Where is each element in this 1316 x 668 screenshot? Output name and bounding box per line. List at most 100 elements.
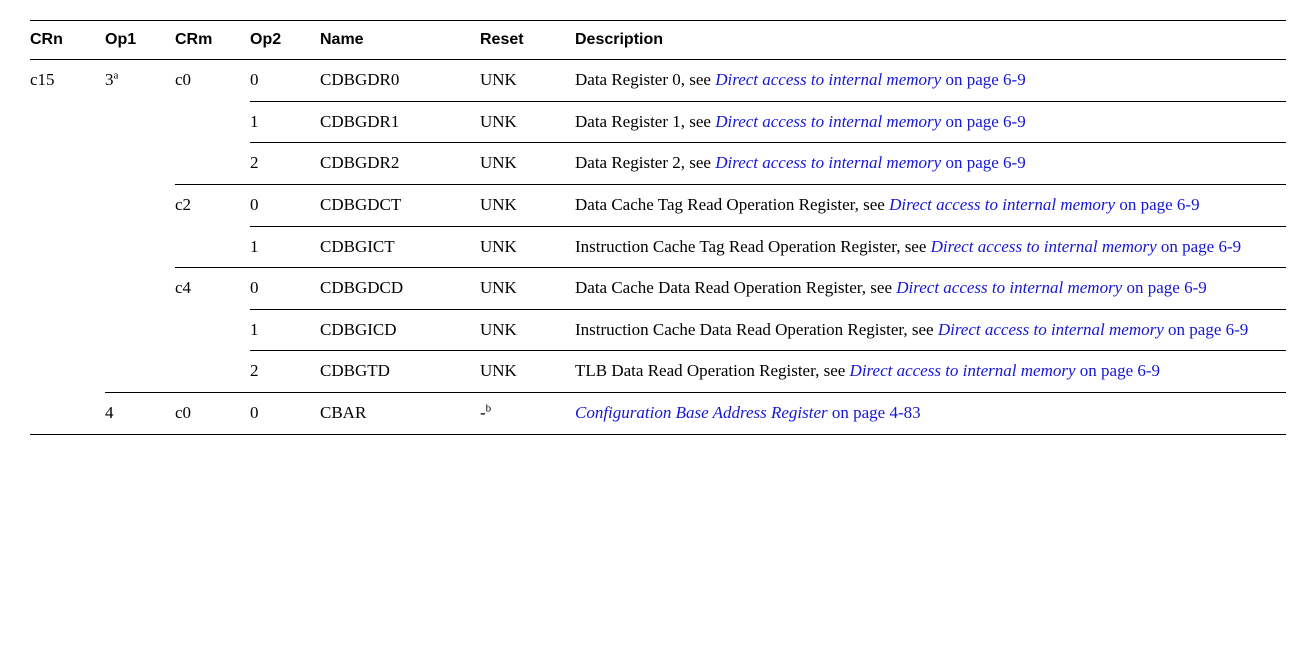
xref-link[interactable]: Direct access to internal memory (715, 112, 941, 131)
table-row: c20CDBGDCTUNKData Cache Tag Read Operati… (30, 184, 1286, 226)
col-header-reset: Reset (480, 21, 575, 60)
cell-crn (30, 351, 105, 393)
cell-reset: UNK (480, 101, 575, 143)
cell-description: Instruction Cache Tag Read Operation Reg… (575, 226, 1286, 268)
cell-name: CDBGDCD (320, 268, 480, 310)
cell-reset: UNK (480, 60, 575, 102)
cell-op2: 1 (250, 226, 320, 268)
xref-link[interactable]: Direct access to internal memory (889, 195, 1115, 214)
col-header-desc: Description (575, 21, 1286, 60)
xref-link[interactable]: Direct access to internal memory (931, 237, 1157, 256)
cell-crn (30, 268, 105, 310)
xref-link[interactable]: Direct access to internal memory (715, 153, 941, 172)
cell-crm: c0 (175, 60, 250, 102)
cell-crn (30, 143, 105, 185)
cell-crm: c0 (175, 393, 250, 435)
cell-name: CDBGDCT (320, 184, 480, 226)
xref-link[interactable]: Direct access to internal memory (896, 278, 1122, 297)
table-row: 2CDBGTDUNKTLB Data Read Operation Regist… (30, 351, 1286, 393)
cell-name: CDBGTD (320, 351, 480, 393)
cell-crn (30, 184, 105, 226)
page-reference: on page 6-9 (941, 153, 1026, 172)
cell-op1 (105, 226, 175, 268)
xref-link[interactable]: Direct access to internal memory (850, 361, 1076, 380)
table-row: 1CDBGICTUNKInstruction Cache Tag Read Op… (30, 226, 1286, 268)
cell-reset: UNK (480, 309, 575, 351)
cell-name: CDBGICT (320, 226, 480, 268)
page-reference: on page 6-9 (1164, 320, 1249, 339)
table-row: 4c00CBAR-bConfiguration Base Address Reg… (30, 393, 1286, 435)
cell-description: TLB Data Read Operation Register, see Di… (575, 351, 1286, 393)
cell-crm: c2 (175, 184, 250, 226)
col-header-crn: CRn (30, 21, 105, 60)
table-row: c153ac00CDBGDR0UNKData Register 0, see D… (30, 60, 1286, 102)
cell-description: Configuration Base Address Register on p… (575, 393, 1286, 435)
footnote-marker: a (114, 69, 119, 81)
cell-crm (175, 226, 250, 268)
cell-description: Data Cache Data Read Operation Register,… (575, 268, 1286, 310)
cell-crm (175, 143, 250, 185)
table-row: 1CDBGICDUNKInstruction Cache Data Read O… (30, 309, 1286, 351)
table-header-row: CRn Op1 CRm Op2 Name Reset Description (30, 21, 1286, 60)
cell-op1 (105, 309, 175, 351)
cell-op2: 2 (250, 351, 320, 393)
table-row: 1CDBGDR1UNKData Register 1, see Direct a… (30, 101, 1286, 143)
cell-op1: 4 (105, 393, 175, 435)
xref-link[interactable]: Direct access to internal memory (938, 320, 1164, 339)
cell-crm (175, 351, 250, 393)
cell-reset: UNK (480, 143, 575, 185)
cell-crm (175, 309, 250, 351)
xref-link[interactable]: Configuration Base Address Register (575, 403, 828, 422)
cell-op2: 0 (250, 393, 320, 435)
cell-crn (30, 393, 105, 435)
register-table: CRn Op1 CRm Op2 Name Reset Description c… (30, 20, 1286, 435)
cell-description: Data Register 2, see Direct access to in… (575, 143, 1286, 185)
cell-crn: c15 (30, 60, 105, 102)
cell-crm: c4 (175, 268, 250, 310)
cell-description: Data Cache Tag Read Operation Register, … (575, 184, 1286, 226)
cell-op1 (105, 101, 175, 143)
col-header-crm: CRm (175, 21, 250, 60)
cell-name: CDBGDR0 (320, 60, 480, 102)
col-header-op1: Op1 (105, 21, 175, 60)
cell-op2: 0 (250, 268, 320, 310)
cell-reset: UNK (480, 226, 575, 268)
cell-name: CDBGDR1 (320, 101, 480, 143)
col-header-name: Name (320, 21, 480, 60)
cell-reset: -b (480, 393, 575, 435)
cell-description: Instruction Cache Data Read Operation Re… (575, 309, 1286, 351)
cell-op1 (105, 184, 175, 226)
page-reference: on page 6-9 (1157, 237, 1242, 256)
xref-link[interactable]: Direct access to internal memory (715, 70, 941, 89)
page-reference: on page 6-9 (1115, 195, 1200, 214)
page-reference: on page 6-9 (941, 70, 1026, 89)
cell-description: Data Register 0, see Direct access to in… (575, 60, 1286, 102)
cell-name: CDBGDR2 (320, 143, 480, 185)
cell-op1: 3a (105, 60, 175, 102)
cell-description: Data Register 1, see Direct access to in… (575, 101, 1286, 143)
page-reference: on page 4-83 (828, 403, 921, 422)
footnote-marker: b (486, 402, 492, 414)
cell-op2: 0 (250, 60, 320, 102)
table-row: 2CDBGDR2UNKData Register 2, see Direct a… (30, 143, 1286, 185)
cell-reset: UNK (480, 184, 575, 226)
table-row: c40CDBGDCDUNKData Cache Data Read Operat… (30, 268, 1286, 310)
cell-name: CBAR (320, 393, 480, 435)
cell-reset: UNK (480, 351, 575, 393)
cell-op2: 0 (250, 184, 320, 226)
cell-op1 (105, 143, 175, 185)
cell-crn (30, 101, 105, 143)
page-reference: on page 6-9 (1076, 361, 1161, 380)
cell-reset: UNK (480, 268, 575, 310)
cell-op2: 2 (250, 143, 320, 185)
cell-crm (175, 101, 250, 143)
col-header-op2: Op2 (250, 21, 320, 60)
cell-op1 (105, 351, 175, 393)
cell-crn (30, 309, 105, 351)
cell-crn (30, 226, 105, 268)
page-reference: on page 6-9 (1122, 278, 1207, 297)
cell-op1 (105, 268, 175, 310)
cell-op2: 1 (250, 101, 320, 143)
cell-op2: 1 (250, 309, 320, 351)
cell-name: CDBGICD (320, 309, 480, 351)
